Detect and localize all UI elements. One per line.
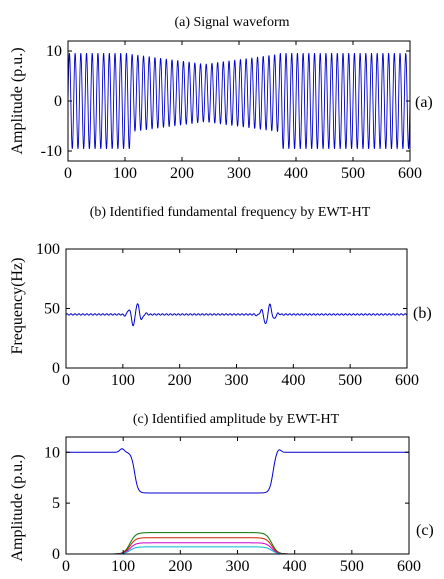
panel-c-marks <box>66 448 409 555</box>
x-tick-label: 400 <box>281 372 305 389</box>
panel-a-side-label: (a) <box>415 94 433 111</box>
x-tick-label: 0 <box>64 165 72 182</box>
panel-a: (a) Signal waveform Amplitude (p.u.) (a)… <box>9 15 433 182</box>
x-tick-label: 100 <box>113 165 137 182</box>
y-tick-label: 10 <box>44 444 60 461</box>
y-tick-label: 0 <box>52 360 60 377</box>
panel-c-ticks: 0 100 200 300 400 500 600 0 5 10 <box>44 437 421 575</box>
panel-b: (b) Identified fundamental frequency by … <box>9 205 432 389</box>
x-tick-label: 100 <box>111 372 135 389</box>
y-tick-label: 10 <box>46 43 62 60</box>
x-tick-label: 500 <box>340 558 364 575</box>
y-tick-label: 100 <box>36 241 60 258</box>
y-tick-label: 0 <box>54 93 62 110</box>
y-tick-label: 0 <box>52 546 60 563</box>
x-tick-label: 400 <box>283 558 307 575</box>
panel-c-ylabel: Amplitude (p.u.) <box>9 454 26 561</box>
panel-c-side-label: (c) <box>416 522 434 539</box>
signal-waveform-line <box>67 52 411 150</box>
x-tick-label: 600 <box>395 372 419 389</box>
frequency-line <box>65 303 408 327</box>
panel-a-ylabel: Amplitude (p.u.) <box>9 47 26 154</box>
x-tick-label: 100 <box>111 558 135 575</box>
y-tick-label: 50 <box>44 301 60 318</box>
y-tick-label: -10 <box>41 143 62 160</box>
panel-a-title: (a) Signal waveform <box>174 15 289 30</box>
x-tick-label: 200 <box>168 372 192 389</box>
x-tick-label: 300 <box>227 165 251 182</box>
panel-b-marks <box>65 303 408 327</box>
x-tick-label: 600 <box>398 165 422 182</box>
x-tick-label: 300 <box>226 558 250 575</box>
amplitude-line-0 <box>66 448 409 494</box>
panel-b-side-label: (b) <box>413 305 432 322</box>
x-tick-label: 500 <box>341 165 365 182</box>
x-tick-label: 600 <box>397 558 421 575</box>
panel-b-title: (b) Identified fundamental frequency by … <box>90 205 371 220</box>
panel-b-ylabel: Frequency(Hz) <box>9 258 26 355</box>
y-tick-label: 5 <box>52 495 60 512</box>
panel-a-marks <box>67 52 411 150</box>
panel-b-ticks: 0 100 200 300 400 500 600 0 50 100 <box>36 241 419 389</box>
x-tick-label: 0 <box>62 558 70 575</box>
panel-b-frame <box>65 248 408 369</box>
x-tick-label: 300 <box>225 372 249 389</box>
panel-c: (c) Identified amplitude by EWT-HT Ampli… <box>9 412 434 575</box>
x-tick-label: 200 <box>168 558 192 575</box>
x-tick-label: 200 <box>170 165 194 182</box>
x-tick-label: 400 <box>284 165 308 182</box>
x-tick-label: 500 <box>338 372 362 389</box>
panel-c-title: (c) Identified amplitude by EWT-HT <box>133 412 340 427</box>
panel-c-frame <box>65 436 410 555</box>
x-tick-label: 0 <box>62 372 70 389</box>
